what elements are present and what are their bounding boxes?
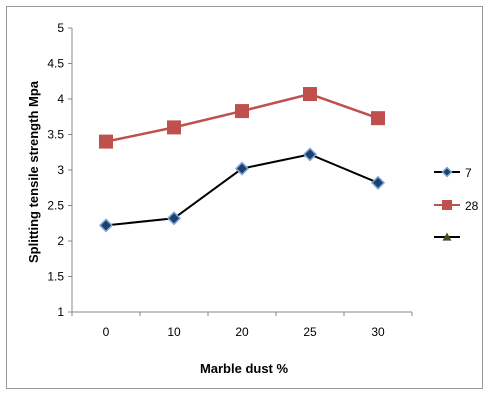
x-tick-label: 25 — [303, 325, 317, 339]
legend-marker-1 — [442, 200, 452, 210]
x-tick-label: 30 — [371, 325, 385, 339]
legend: 7 28 — [434, 166, 479, 241]
legend-marker-0 — [443, 168, 452, 177]
data-point-series-28 — [167, 120, 181, 134]
y-tick-label: 1 — [57, 305, 64, 319]
x-tick-label: 10 — [167, 325, 181, 339]
x-tick-label: 0 — [103, 325, 110, 339]
y-tick-labels: 1 1.5 2 2.5 3 3.5 4 4.5 5 — [47, 21, 64, 319]
data-point-series-7 — [372, 177, 384, 189]
y-tick-label: 3 — [57, 163, 64, 177]
data-point-series-28 — [303, 87, 317, 101]
data-point-series-28 — [99, 135, 113, 149]
y-tick-label: 2 — [57, 234, 64, 248]
x-tick-labels: 0 10 20 25 30 — [103, 325, 385, 339]
x-axis-label: Marble dust % — [200, 361, 289, 376]
y-tick-label: 2.5 — [47, 199, 64, 213]
series-layer — [99, 87, 385, 231]
y-tick-label: 5 — [57, 21, 64, 35]
x-tick-label: 20 — [235, 325, 249, 339]
data-point-series-28 — [371, 111, 385, 125]
legend-label-1: 28 — [465, 199, 479, 213]
y-tick-label: 4.5 — [47, 57, 64, 71]
data-point-series-7 — [304, 148, 316, 160]
y-tick-label: 3.5 — [47, 128, 64, 142]
data-point-series-7 — [100, 219, 112, 231]
data-point-series-28 — [235, 104, 249, 118]
y-axis-label: Splitting tensile strength Mpa — [26, 80, 41, 263]
legend-label-0: 7 — [465, 166, 472, 180]
y-tick-label: 1.5 — [47, 270, 64, 284]
y-tick-label: 4 — [57, 92, 64, 106]
